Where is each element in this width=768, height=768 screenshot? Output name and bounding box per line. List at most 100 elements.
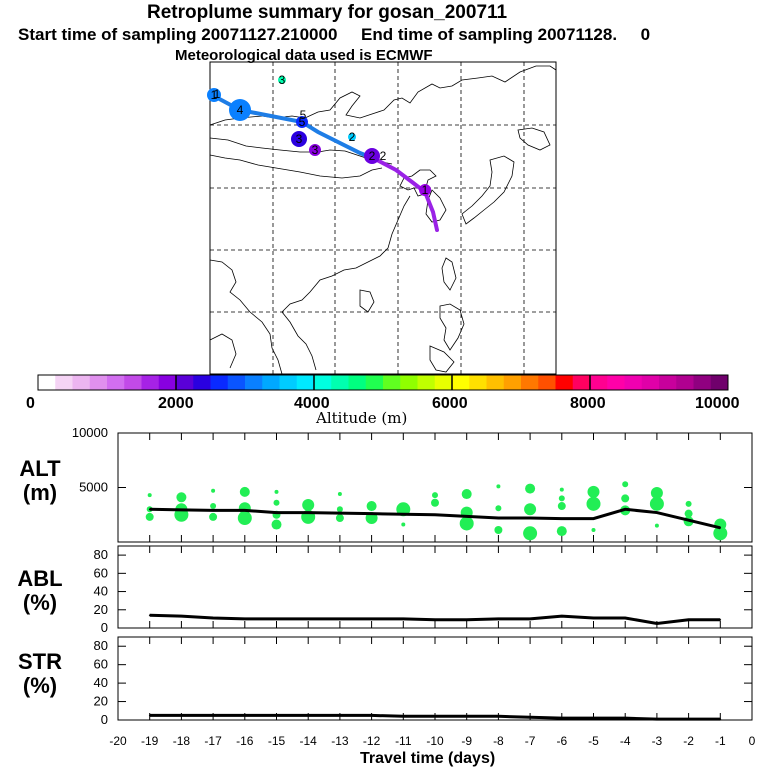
colorbar-cell (176, 375, 194, 390)
scatter-point (586, 496, 601, 511)
x-tick-label: -19 (141, 734, 159, 748)
y-tick-label: 40 (94, 675, 108, 690)
scatter-point (559, 487, 564, 492)
cluster-point-label: 2 (369, 149, 376, 163)
scatter-point (274, 489, 279, 494)
colorbar-cell (676, 375, 694, 390)
series-point (244, 714, 246, 717)
panel-title-line: STR (18, 649, 62, 674)
series-point (307, 511, 310, 514)
panel-title-line: (%) (22, 673, 58, 698)
series-point (244, 618, 246, 620)
y-tick-label: 5000 (79, 480, 108, 495)
x-tick-label: -11 (395, 734, 412, 748)
x-tick-label: 0 (749, 734, 756, 748)
series-point (656, 718, 658, 720)
sampling-time-line: Start time of sampling 20071127.210000 E… (18, 25, 651, 44)
colorbar-cell (417, 375, 436, 390)
colorbar-cell (296, 375, 315, 390)
series-point (561, 517, 563, 520)
scatter-point (684, 509, 693, 518)
colorbar-tick-label: 2000 (158, 395, 194, 412)
scatter-point (210, 503, 217, 510)
colorbar-cell (503, 375, 522, 390)
cluster-point-label: 3 (279, 73, 286, 87)
series-point (592, 517, 595, 520)
series-point (370, 714, 373, 717)
colorbar-tick-label: 8000 (570, 395, 606, 412)
x-tick-label: -16 (236, 734, 254, 748)
x-tick-label: -18 (173, 734, 191, 748)
colorbar-cell (193, 375, 211, 390)
scatter-point (176, 492, 187, 503)
series-point (687, 619, 690, 621)
cluster-point (229, 99, 251, 121)
x-tick-label: -15 (268, 734, 286, 748)
x-tick-label: -6 (556, 734, 567, 748)
scatter-point (558, 495, 565, 502)
cluster-point-label: 1 (422, 183, 429, 197)
colorbar-tick-label: 4000 (294, 395, 330, 412)
series-point (212, 617, 214, 619)
colorbar-cell (158, 375, 177, 390)
series-point (656, 622, 658, 625)
series-point (434, 715, 436, 718)
series-point (656, 511, 658, 514)
y-tick-label: 0 (101, 620, 108, 635)
x-tick-label: -3 (652, 734, 663, 748)
series-point (180, 615, 183, 617)
chart-panel-str: 0 20 40 60 80 (94, 636, 753, 727)
colorbar-cell (572, 375, 591, 390)
series-point (370, 512, 373, 515)
scatter-point (685, 500, 692, 507)
scatter-point (525, 483, 536, 494)
x-tick-label: -10 (426, 734, 444, 748)
colorbar-cell (89, 375, 108, 390)
colorbar-cell (124, 375, 142, 390)
panel-title: STR (%) (10, 650, 70, 698)
panel-title: ALT (m) (10, 457, 70, 505)
x-tick-label: -2 (683, 734, 694, 748)
series-point (307, 714, 310, 717)
colorbar-cell (348, 375, 367, 390)
x-tick-label: -4 (620, 734, 631, 748)
x-tick-label: -14 (300, 734, 318, 748)
colorbar-cell (693, 375, 712, 390)
map-frame (209, 61, 557, 375)
x-tick-label: -12 (363, 734, 381, 748)
scatter-point (461, 489, 472, 500)
scatter-point (591, 528, 596, 533)
series-point (180, 509, 183, 511)
colorbar-cell (400, 375, 418, 390)
colorbar-cell (486, 375, 505, 390)
colorbar-cell (72, 375, 91, 390)
scatter-point (431, 498, 439, 507)
colorbar-cell (710, 375, 729, 390)
scatter-point (336, 506, 343, 513)
y-tick-label: 20 (94, 694, 108, 709)
colorbar-cell (279, 375, 298, 390)
colorbar-frame (37, 374, 729, 391)
scatter-point (557, 502, 566, 511)
y-tick-label: 80 (94, 638, 108, 653)
colorbar-cell (262, 375, 280, 390)
page-title: Retroplume summary for gosan_200711 (147, 2, 508, 23)
scatter-point (654, 523, 659, 528)
series-point (529, 716, 531, 719)
series-point (244, 509, 246, 512)
cluster-point (364, 148, 380, 164)
series-point (212, 714, 214, 717)
x-tick-label: -1 (715, 734, 726, 748)
panel-title-line: (%) (22, 590, 58, 615)
colorbar-cell (107, 375, 125, 390)
colorbar-cell (590, 375, 608, 390)
scatter-point (556, 526, 567, 537)
series-point (624, 617, 626, 619)
scatter-point (237, 511, 252, 526)
series-point (402, 618, 405, 620)
cluster-point (296, 116, 308, 128)
colorbar-cell (469, 375, 487, 390)
cluster-point (309, 144, 321, 156)
scatter-point (649, 496, 664, 511)
colorbar-cells (38, 375, 729, 390)
